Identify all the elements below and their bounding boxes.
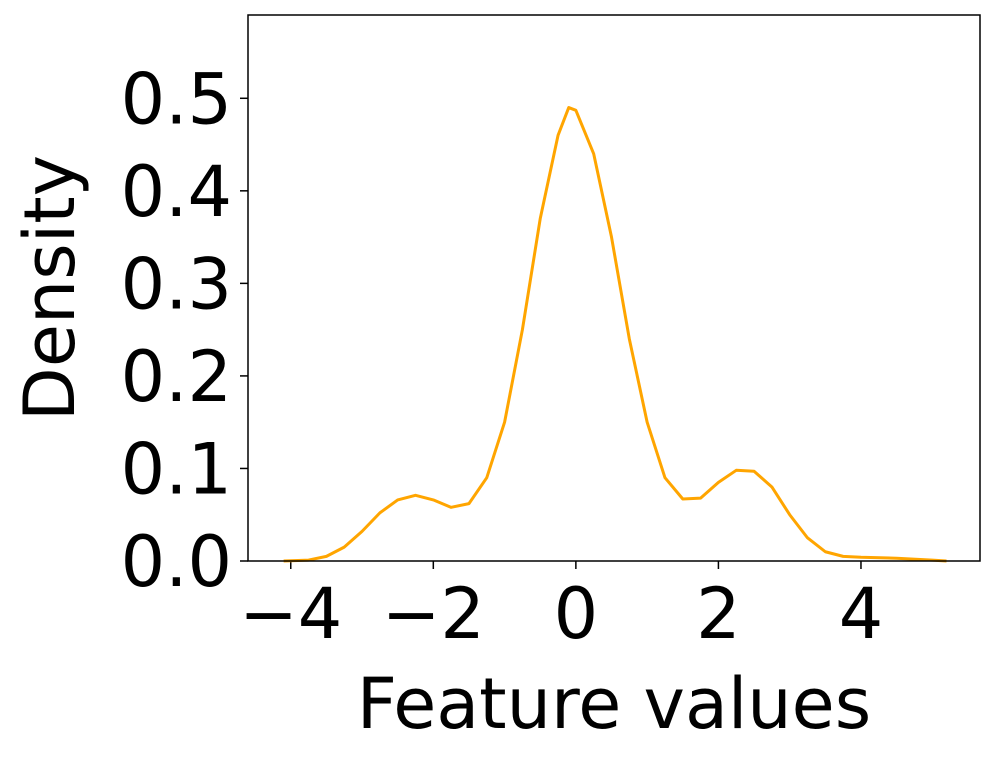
y-tick-label: 0.4 xyxy=(121,151,232,233)
x-tick-label: −2 xyxy=(382,573,485,655)
x-tick-label: 0 xyxy=(554,573,599,655)
y-tick-label: 0.3 xyxy=(121,243,232,325)
density-line xyxy=(283,106,947,563)
y-axis-label: Density xyxy=(9,155,91,421)
x-tick-label: 2 xyxy=(696,573,741,655)
y-tick-label: 0.2 xyxy=(121,336,232,418)
x-tick-label: 4 xyxy=(839,573,884,655)
x-axis-label: Feature values xyxy=(357,663,871,745)
y-tick-label: 0.5 xyxy=(121,58,232,140)
plot-frame xyxy=(247,14,981,562)
x-tick-label: −4 xyxy=(239,573,342,655)
y-tick-label: 0.0 xyxy=(121,521,232,603)
y-tick-label: 0.1 xyxy=(121,428,232,510)
